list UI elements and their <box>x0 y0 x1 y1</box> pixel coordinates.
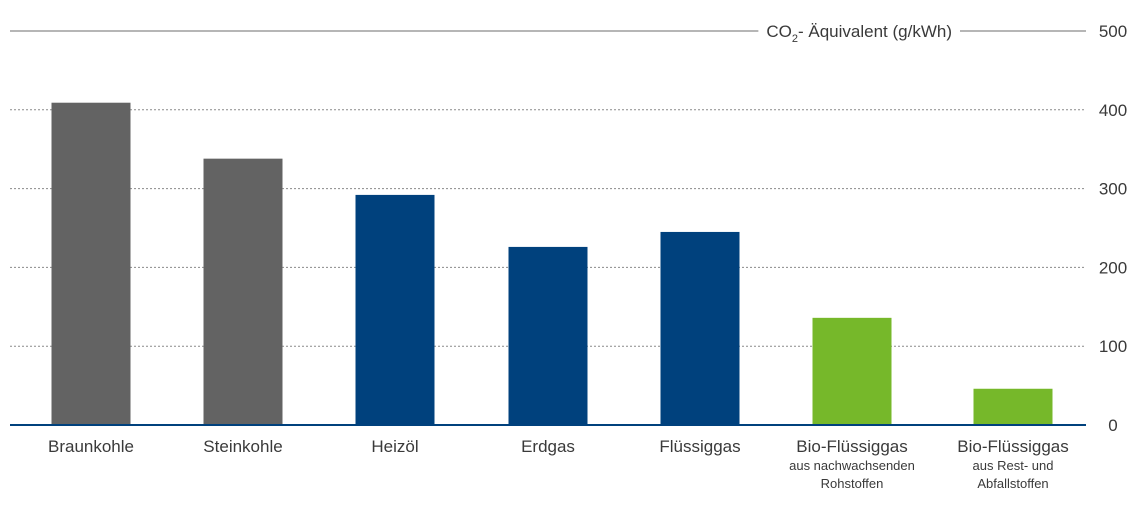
y-tick-label-400: 400 <box>1099 101 1127 120</box>
x-category-sublabel-6-1: aus nachwachsenden <box>789 458 915 473</box>
x-category-label-5: Flüssiggas <box>659 437 740 456</box>
y-tick-labels: 0 100 200 300 400 500 <box>1099 22 1127 435</box>
bar-7 <box>973 388 1053 425</box>
bars <box>51 102 1053 425</box>
bar-3 <box>355 194 435 425</box>
y-axis-title-background <box>758 21 960 46</box>
x-category-label-2: Steinkohle <box>203 437 282 456</box>
bar-2 <box>203 158 283 425</box>
y-tick-label-0: 0 <box>1108 416 1117 435</box>
bar-4 <box>508 246 588 425</box>
x-category-labels: Braunkohle Steinkohle Heizöl Erdgas Flüssigg… <box>48 437 1069 491</box>
x-category-label-7: Bio-Flüssiggas <box>957 437 1069 456</box>
x-category-sublabel-7-2: Abfallstoffen <box>977 476 1048 491</box>
y-axis-title-group: CO2- Äquivalent (g/kWh) <box>758 21 960 46</box>
bar-6 <box>812 317 892 425</box>
y-axis-title: CO2- Äquivalent (g/kWh) <box>766 22 952 45</box>
x-category-label-3: Heizöl <box>371 437 418 456</box>
bar-5 <box>660 231 740 425</box>
y-axis-title-suffix: - Äquivalent (g/kWh) <box>798 22 952 41</box>
y-tick-label-100: 100 <box>1099 337 1127 356</box>
y-tick-label-200: 200 <box>1099 258 1127 277</box>
bar-1 <box>51 102 131 425</box>
y-axis-title-subscript: 2 <box>792 33 798 45</box>
x-category-label-4: Erdgas <box>521 437 575 456</box>
x-category-label-1: Braunkohle <box>48 437 134 456</box>
y-tick-label-300: 300 <box>1099 180 1127 199</box>
x-category-label-6: Bio-Flüssiggas <box>796 437 908 456</box>
y-axis-title-prefix: CO <box>766 22 792 41</box>
x-category-sublabel-6-2: Rohstoffen <box>821 476 884 491</box>
y-tick-label-500: 500 <box>1099 22 1127 41</box>
x-category-sublabel-7-1: aus Rest- und <box>973 458 1054 473</box>
